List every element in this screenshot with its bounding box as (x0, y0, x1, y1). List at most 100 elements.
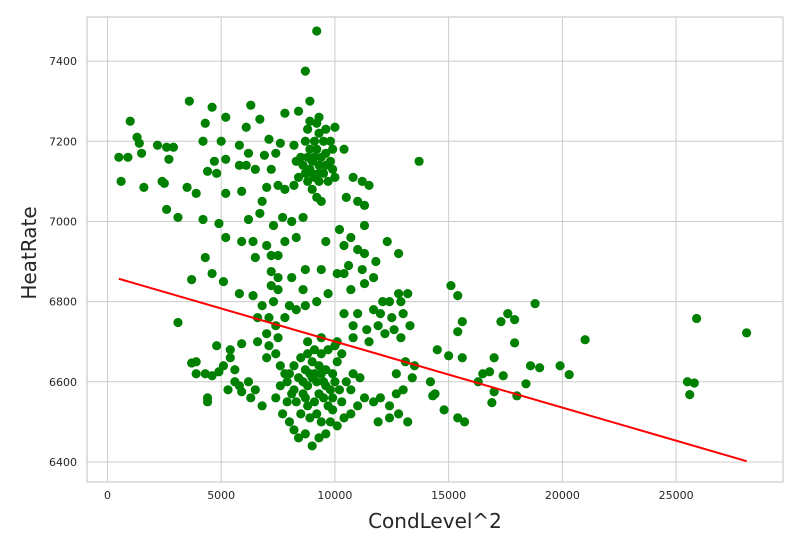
data-point (287, 272, 297, 283)
data-point (312, 297, 322, 307)
data-point (266, 250, 276, 261)
data-point (312, 377, 322, 387)
data-point (403, 417, 413, 427)
data-point (312, 118, 322, 128)
data-point (303, 337, 313, 347)
data-point (314, 168, 324, 178)
data-point (314, 160, 324, 170)
data-point (339, 240, 349, 251)
data-point (221, 112, 231, 122)
x-tick-label: 15000 (431, 489, 466, 502)
data-point (221, 188, 231, 198)
data-point (312, 144, 322, 154)
data-point (510, 315, 520, 325)
data-point (685, 390, 695, 400)
data-point (252, 337, 263, 347)
data-point (405, 321, 415, 331)
data-point (453, 327, 463, 337)
data-point (457, 317, 467, 327)
data-point (200, 252, 210, 263)
data-point (305, 164, 315, 174)
data-point (498, 371, 508, 381)
data-point (346, 284, 356, 295)
data-point (323, 176, 333, 186)
data-point (214, 367, 224, 377)
data-point (136, 148, 147, 158)
data-point (321, 236, 331, 247)
data-point (341, 377, 351, 387)
data-point (348, 172, 358, 182)
data-point (325, 417, 335, 427)
data-point (296, 353, 306, 363)
data-point (280, 236, 290, 247)
data-point (271, 148, 281, 158)
data-point (334, 224, 345, 235)
data-point (332, 357, 342, 367)
data-point (173, 212, 183, 223)
data-point (398, 309, 408, 319)
data-point (396, 333, 406, 343)
data-point (300, 66, 310, 76)
data-point (202, 166, 213, 176)
data-point (323, 345, 333, 355)
data-point (368, 272, 379, 283)
y-axis-ticks: 6400 6600 6800 7000 7200 7400 (49, 55, 77, 469)
data-point (414, 156, 424, 166)
data-point (162, 204, 172, 215)
data-point (198, 136, 208, 146)
data-point (134, 138, 144, 148)
data-point (318, 136, 329, 146)
y-tick-label: 7400 (49, 55, 77, 68)
data-point (325, 136, 335, 146)
data-point (187, 274, 197, 285)
data-point (309, 345, 320, 355)
data-point (291, 156, 301, 166)
data-point (246, 100, 256, 110)
data-point (407, 373, 417, 383)
data-point (341, 192, 351, 202)
data-point (191, 188, 201, 198)
data-point (742, 328, 752, 338)
data-point (287, 216, 297, 227)
data-point (328, 369, 338, 379)
data-point (293, 172, 304, 182)
data-point (359, 200, 370, 211)
data-point (314, 433, 324, 443)
data-point (357, 176, 367, 186)
data-point (328, 164, 338, 174)
data-point (300, 264, 310, 275)
data-point (316, 369, 326, 379)
data-point (382, 236, 392, 247)
data-point (298, 377, 308, 387)
data-point (425, 377, 436, 387)
data-point (375, 309, 386, 319)
data-point (273, 272, 283, 283)
data-point (268, 297, 279, 307)
data-point (487, 398, 497, 408)
x-tick-label: 5000 (207, 489, 235, 502)
data-point (330, 341, 340, 351)
data-point (316, 196, 326, 206)
data-point (191, 357, 201, 367)
data-point (303, 176, 313, 186)
data-point (312, 409, 322, 419)
data-point (173, 317, 183, 328)
data-point (284, 301, 295, 311)
data-point (255, 114, 265, 124)
y-tick-label: 6400 (49, 456, 77, 469)
data-point (262, 240, 272, 251)
data-point (164, 154, 174, 164)
x-axis-ticks: 0 5000 10000 15000 20000 25000 (104, 489, 694, 502)
data-point (391, 369, 401, 379)
data-point (266, 280, 276, 291)
data-point (296, 409, 306, 419)
data-point (384, 413, 395, 423)
data-point (271, 393, 281, 403)
data-point (116, 176, 126, 186)
data-point (368, 305, 379, 315)
data-point (212, 168, 222, 178)
data-point (309, 369, 320, 379)
data-point (318, 393, 329, 403)
data-point (300, 393, 310, 403)
